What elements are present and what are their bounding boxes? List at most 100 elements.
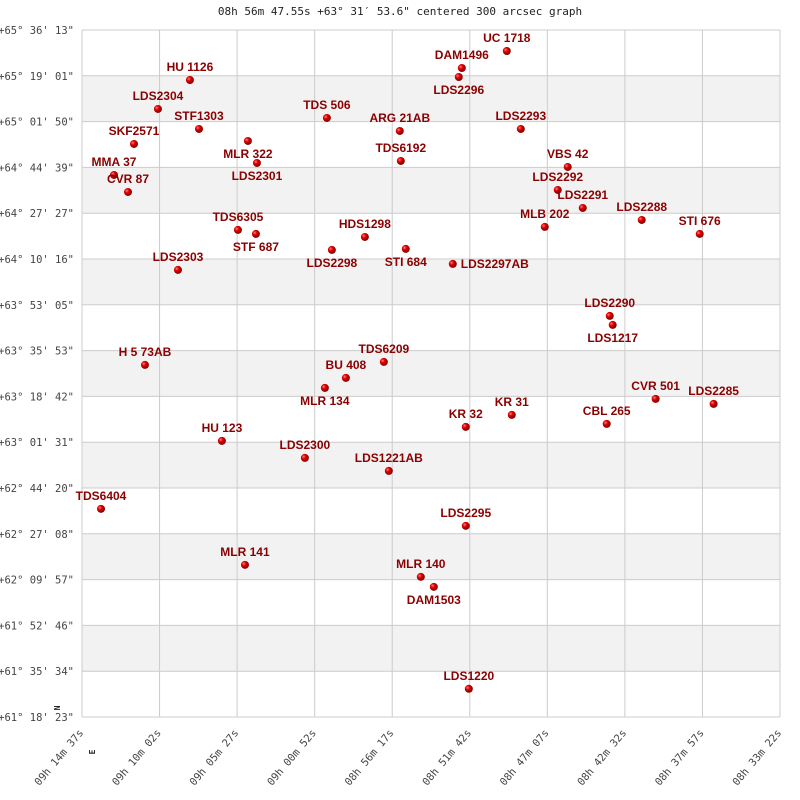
star-point [553, 185, 562, 194]
star-point [454, 72, 463, 81]
star-point [217, 436, 226, 445]
star-label: HU 1126 [167, 60, 214, 74]
y-tick-label: +64° 27' 27" [0, 208, 74, 220]
grid-band [82, 533, 780, 580]
star-label: TDS6192 [375, 141, 426, 155]
star-label: LDS2291 [557, 188, 608, 202]
star-label: LDS2300 [280, 438, 331, 452]
star-point [448, 259, 457, 268]
star-point [124, 187, 133, 196]
x-tick-label: 08h 37m 57s [653, 727, 707, 788]
star-point [194, 124, 203, 133]
star-point [96, 504, 105, 513]
star-point [173, 265, 182, 274]
star-point [464, 684, 473, 693]
y-tick-label: +63° 18' 42" [0, 391, 74, 403]
star-point [251, 229, 260, 238]
star-label: LDS2290 [584, 296, 635, 310]
grid-band [82, 259, 780, 305]
star-point [322, 113, 331, 122]
star-point [602, 419, 611, 428]
star-label: UC 1718 [483, 31, 531, 45]
x-tick-label: 09h 14m 37s [32, 727, 86, 788]
y-tick-label: +61° 35' 34" [0, 666, 74, 678]
star-point [401, 244, 410, 253]
y-tick-label: +62° 09' 57" [0, 575, 74, 587]
y-tick-label: +62° 27' 08" [0, 529, 74, 541]
x-tick-label: 08h 51m 42s [420, 727, 474, 788]
x-tick-label: 08h 47m 07s [498, 727, 552, 788]
y-tick-label: +65° 01' 50" [0, 117, 74, 129]
star-point [396, 156, 405, 165]
x-tick-label: 09h 10m 02s [110, 727, 164, 788]
grid-band [82, 625, 780, 672]
north-marker: N [53, 705, 62, 710]
star-label: MLR 141 [220, 545, 270, 559]
star-point [429, 582, 438, 591]
star-point [243, 136, 252, 145]
star-point [416, 572, 425, 581]
grid-band [82, 167, 780, 214]
star-point [507, 410, 516, 419]
star-point [502, 46, 511, 55]
star-label: MLR 322 [223, 147, 273, 161]
y-tick-label: +64° 44' 39" [0, 162, 74, 174]
star-label: CVR 87 [107, 172, 149, 186]
star-label: TDS6404 [76, 489, 127, 503]
star-label: MLR 140 [396, 557, 446, 571]
star-label: MLR 134 [300, 394, 350, 408]
star-point [395, 126, 404, 135]
star-point [540, 222, 549, 231]
star-point [695, 229, 704, 238]
star-label: KR 32 [449, 407, 483, 421]
star-label: LDS2303 [153, 250, 204, 264]
grid-band [82, 75, 780, 122]
star-point [379, 357, 388, 366]
star-label: LDS1217 [587, 331, 638, 345]
y-tick-label: +63° 01' 31" [0, 437, 74, 449]
star-point [608, 320, 617, 329]
star-label: LDS2288 [616, 200, 667, 214]
star-label: LDS2295 [440, 506, 491, 520]
star-label: STI 684 [385, 255, 427, 269]
grid-band [82, 442, 780, 488]
star-label: HDS1298 [339, 217, 391, 231]
star-point [461, 521, 470, 530]
star-point [240, 560, 249, 569]
star-label: TDS 506 [303, 98, 351, 112]
east-marker: E [88, 749, 97, 754]
x-tick-label: 08h 56m 17s [343, 727, 397, 788]
star-point [360, 232, 369, 241]
star-label: MLB 202 [520, 207, 570, 221]
star-point [320, 383, 329, 392]
star-point [457, 63, 466, 72]
star-point [578, 203, 587, 212]
star-point [605, 311, 614, 320]
star-label: DAM1496 [435, 48, 489, 62]
star-label: LDS1220 [443, 669, 494, 683]
star-label: H 5 73AB [119, 345, 172, 359]
star-label: LDS2301 [232, 169, 283, 183]
y-tick-label: +65° 36' 13" [0, 25, 74, 37]
star-point [233, 225, 242, 234]
star-point [153, 104, 162, 113]
y-tick-label: +61° 52' 46" [0, 620, 74, 632]
star-point [185, 75, 194, 84]
star-label: LDS2298 [307, 256, 358, 270]
y-tick-label: +64° 10' 16" [0, 254, 74, 266]
x-tick-label: 09h 05m 27s [188, 727, 242, 788]
star-label: LDS2296 [433, 83, 484, 97]
star-point [327, 245, 336, 254]
x-tick-label: 08h 42m 32s [575, 727, 629, 788]
y-tick-label: +62° 44' 20" [0, 483, 74, 495]
star-point [637, 215, 646, 224]
star-point [252, 158, 261, 167]
star-label: LDS2292 [532, 170, 583, 184]
star-label: BU 408 [326, 358, 367, 372]
y-tick-label: +63° 35' 53" [0, 346, 74, 358]
star-point [516, 124, 525, 133]
star-label: LDS2304 [133, 89, 184, 103]
y-tick-label: +63° 53' 05" [0, 300, 74, 312]
star-point [709, 399, 718, 408]
